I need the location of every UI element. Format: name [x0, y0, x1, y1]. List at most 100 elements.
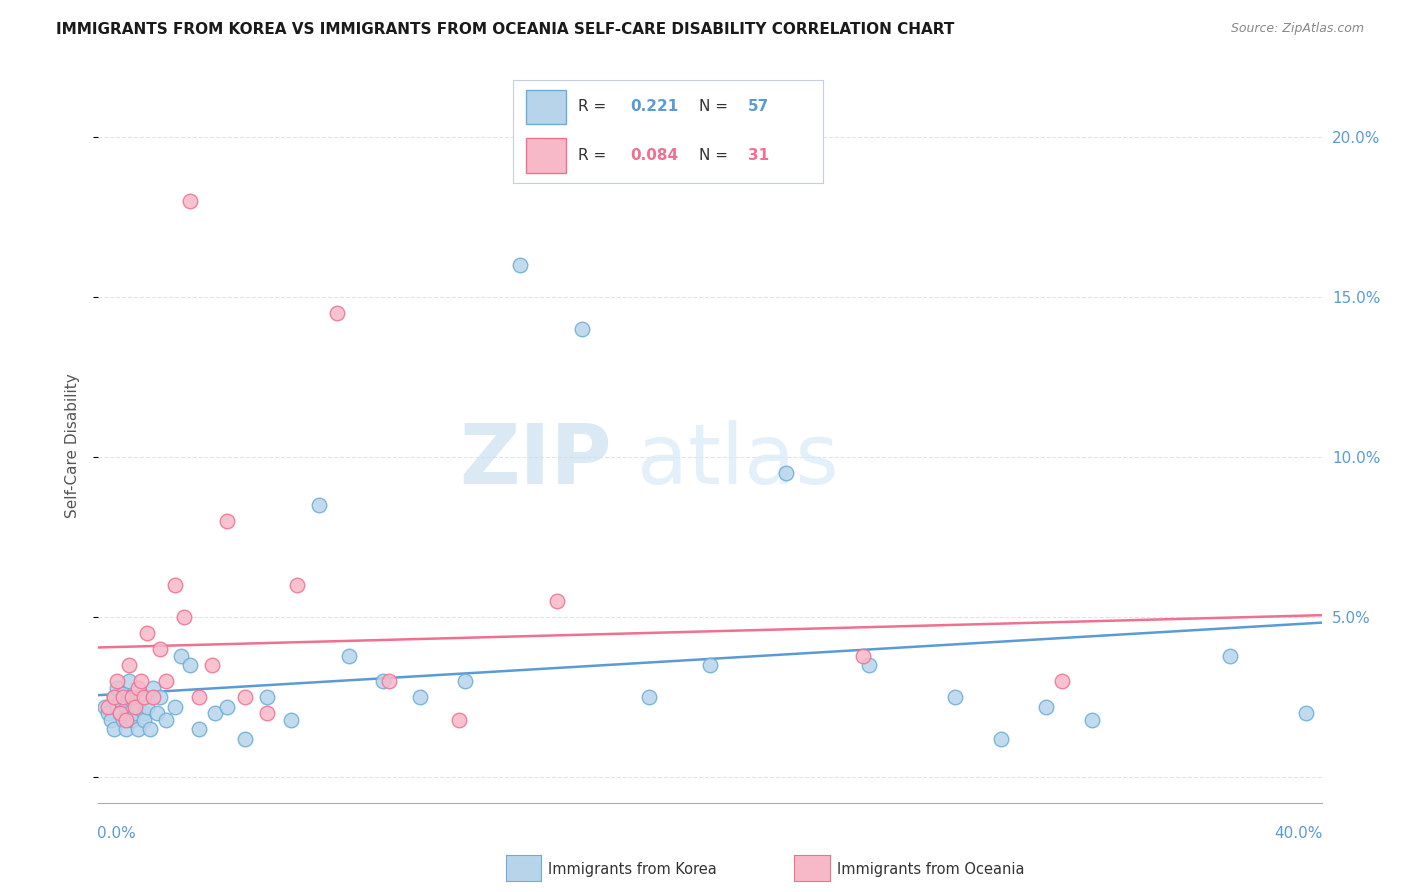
Point — [142, 681, 165, 695]
Point — [93, 699, 115, 714]
Point — [233, 731, 256, 746]
Point — [111, 687, 134, 701]
Point — [637, 690, 661, 705]
Point — [163, 699, 186, 714]
Point — [115, 699, 138, 714]
Point — [371, 674, 394, 689]
Point — [204, 706, 226, 721]
Point — [280, 713, 302, 727]
Point — [103, 722, 125, 736]
Text: 57: 57 — [748, 99, 769, 114]
Point — [100, 713, 122, 727]
Point — [285, 578, 308, 592]
Point — [326, 306, 349, 320]
Point — [105, 674, 128, 689]
Point — [118, 706, 141, 721]
Point — [852, 648, 875, 663]
Point — [200, 658, 222, 673]
Point — [215, 699, 238, 714]
Y-axis label: Self-Care Disability: Self-Care Disability — [65, 374, 80, 518]
Point — [256, 706, 278, 721]
Point — [103, 690, 125, 705]
Point — [129, 674, 152, 689]
Point — [118, 674, 141, 689]
Point — [858, 658, 880, 673]
Point — [149, 642, 172, 657]
Point — [1035, 699, 1057, 714]
Point — [97, 699, 120, 714]
Point — [546, 594, 568, 608]
Point — [775, 466, 797, 480]
Point — [121, 713, 143, 727]
Point — [215, 514, 238, 528]
Point — [124, 699, 146, 714]
Point — [1050, 674, 1073, 689]
Point — [155, 674, 177, 689]
Text: 0.084: 0.084 — [631, 148, 679, 162]
Point — [188, 690, 211, 705]
Point — [454, 674, 477, 689]
Point — [124, 706, 146, 721]
Point — [1219, 648, 1241, 663]
Point — [139, 722, 162, 736]
Point — [118, 690, 141, 705]
Point — [108, 706, 131, 721]
Text: atlas: atlas — [637, 420, 838, 500]
Point — [115, 722, 138, 736]
Text: 31: 31 — [748, 148, 769, 162]
Point — [337, 648, 360, 663]
Point — [173, 610, 195, 624]
Point — [378, 674, 401, 689]
Point — [105, 699, 128, 714]
Text: IMMIGRANTS FROM KOREA VS IMMIGRANTS FROM OCEANIA SELF-CARE DISABILITY CORRELATIO: IMMIGRANTS FROM KOREA VS IMMIGRANTS FROM… — [56, 22, 955, 37]
Point — [149, 690, 172, 705]
Text: ZIP: ZIP — [460, 420, 612, 500]
Point — [115, 713, 138, 727]
Text: N =: N = — [699, 99, 733, 114]
Text: 0.221: 0.221 — [631, 99, 679, 114]
Point — [127, 699, 149, 714]
Text: 0.0%: 0.0% — [97, 826, 136, 840]
Point — [136, 626, 159, 640]
Point — [127, 681, 149, 695]
Text: R =: R = — [578, 148, 612, 162]
Point — [509, 258, 531, 272]
Text: Immigrants from Oceania: Immigrants from Oceania — [837, 863, 1024, 877]
Point — [111, 690, 134, 705]
Point — [571, 322, 593, 336]
Point — [308, 498, 330, 512]
Point — [134, 706, 156, 721]
Point — [155, 713, 177, 727]
Point — [111, 713, 134, 727]
Point — [97, 706, 120, 721]
Point — [163, 578, 186, 592]
Point — [103, 690, 125, 705]
Text: R =: R = — [578, 99, 612, 114]
Point — [179, 658, 201, 673]
Point — [121, 693, 143, 707]
Point — [449, 713, 471, 727]
Point — [127, 722, 149, 736]
Point — [170, 648, 193, 663]
Point — [134, 690, 156, 705]
Point — [134, 713, 156, 727]
Point — [699, 658, 721, 673]
Point — [108, 706, 131, 721]
Point — [124, 690, 146, 705]
Point — [1295, 706, 1317, 721]
Point — [408, 690, 430, 705]
Bar — [526, 89, 565, 124]
Text: Source: ZipAtlas.com: Source: ZipAtlas.com — [1230, 22, 1364, 36]
Bar — [526, 137, 565, 173]
Point — [118, 658, 141, 673]
Point — [1081, 713, 1104, 727]
Point — [108, 693, 131, 707]
Point — [142, 690, 165, 705]
Point — [121, 690, 143, 705]
Text: Immigrants from Korea: Immigrants from Korea — [548, 863, 717, 877]
Point — [105, 681, 128, 695]
Point — [129, 690, 152, 705]
Text: N =: N = — [699, 148, 733, 162]
Point — [990, 731, 1012, 746]
Text: 40.0%: 40.0% — [1274, 826, 1323, 840]
